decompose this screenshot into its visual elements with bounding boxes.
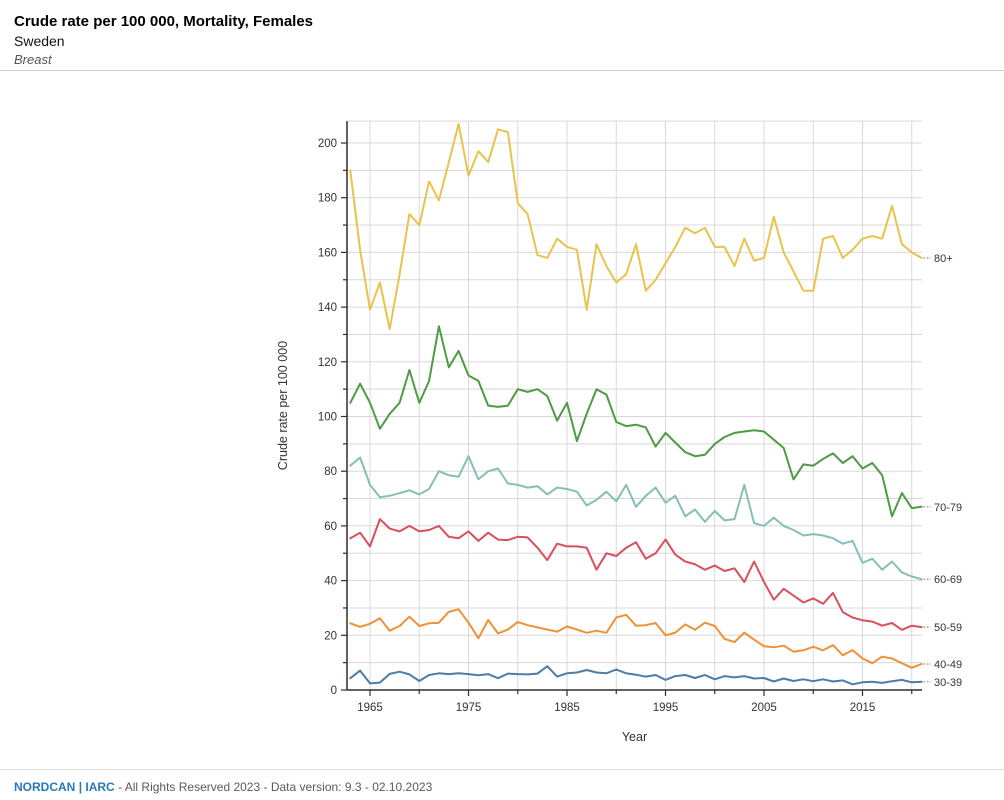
iarc-link[interactable]: IARC	[85, 780, 115, 794]
x-tick-label-1975: 1975	[456, 702, 482, 714]
series-line-40-49[interactable]	[349, 608, 923, 669]
y-tick-label-40: 40	[324, 576, 337, 588]
nordcan-link[interactable]: NORDCAN	[14, 780, 76, 794]
footer: NORDCAN | IARC - All Rights Reserved 202…	[14, 780, 432, 794]
x-axis-title: Year	[622, 730, 647, 744]
header-divider	[0, 70, 1004, 71]
footer-text: - All Rights Reserved 2023 - Data versio…	[118, 780, 433, 794]
y-tick-label-140: 140	[318, 302, 337, 314]
footer-pipe-glyph: |	[78, 780, 83, 794]
series-line-70-79[interactable]	[349, 325, 923, 518]
series-line-30-39[interactable]	[349, 665, 923, 686]
series-label-30-39: 30-39	[934, 677, 962, 689]
y-tick-label-200: 200	[318, 138, 337, 150]
footer-divider	[0, 769, 1004, 770]
header: Crude rate per 100 000, Mortality, Femal…	[14, 12, 313, 69]
y-tick-label-180: 180	[318, 193, 337, 205]
page-title: Crude rate per 100 000, Mortality, Femal…	[14, 13, 314, 30]
series-line-80plus[interactable]	[349, 122, 923, 330]
region-subtitle: Sweden	[14, 33, 65, 50]
y-tick-label-100: 100	[318, 412, 337, 424]
series-label-60-69: 60-69	[934, 574, 962, 586]
y-tick-label-80: 80	[324, 466, 337, 478]
series-label-70-79: 70-79	[934, 502, 962, 514]
y-tick-label-60: 60	[324, 521, 337, 533]
series-line-50-59[interactable]	[349, 518, 923, 631]
y-tick-label-0: 0	[331, 685, 337, 697]
x-tick-label-1965: 1965	[357, 702, 383, 714]
cancer-site-subtitle: Breast	[14, 52, 52, 68]
series-line-60-69[interactable]	[349, 455, 923, 581]
x-tick-label-2015: 2015	[850, 702, 876, 714]
y-tick-label-160: 160	[318, 247, 337, 259]
series-label-40-49: 40-49	[934, 659, 962, 671]
series-label-50-59: 50-59	[934, 622, 962, 634]
y-tick-label-120: 120	[318, 357, 337, 369]
series-label-80plus: 80+	[934, 253, 953, 265]
x-tick-label-1985: 1985	[554, 702, 580, 714]
y-axis-title: Crude rate per 100 000	[276, 341, 290, 470]
x-tick-label-1995: 1995	[653, 702, 679, 714]
x-tick-label-2005: 2005	[751, 702, 777, 714]
y-tick-label-20: 20	[324, 630, 337, 642]
